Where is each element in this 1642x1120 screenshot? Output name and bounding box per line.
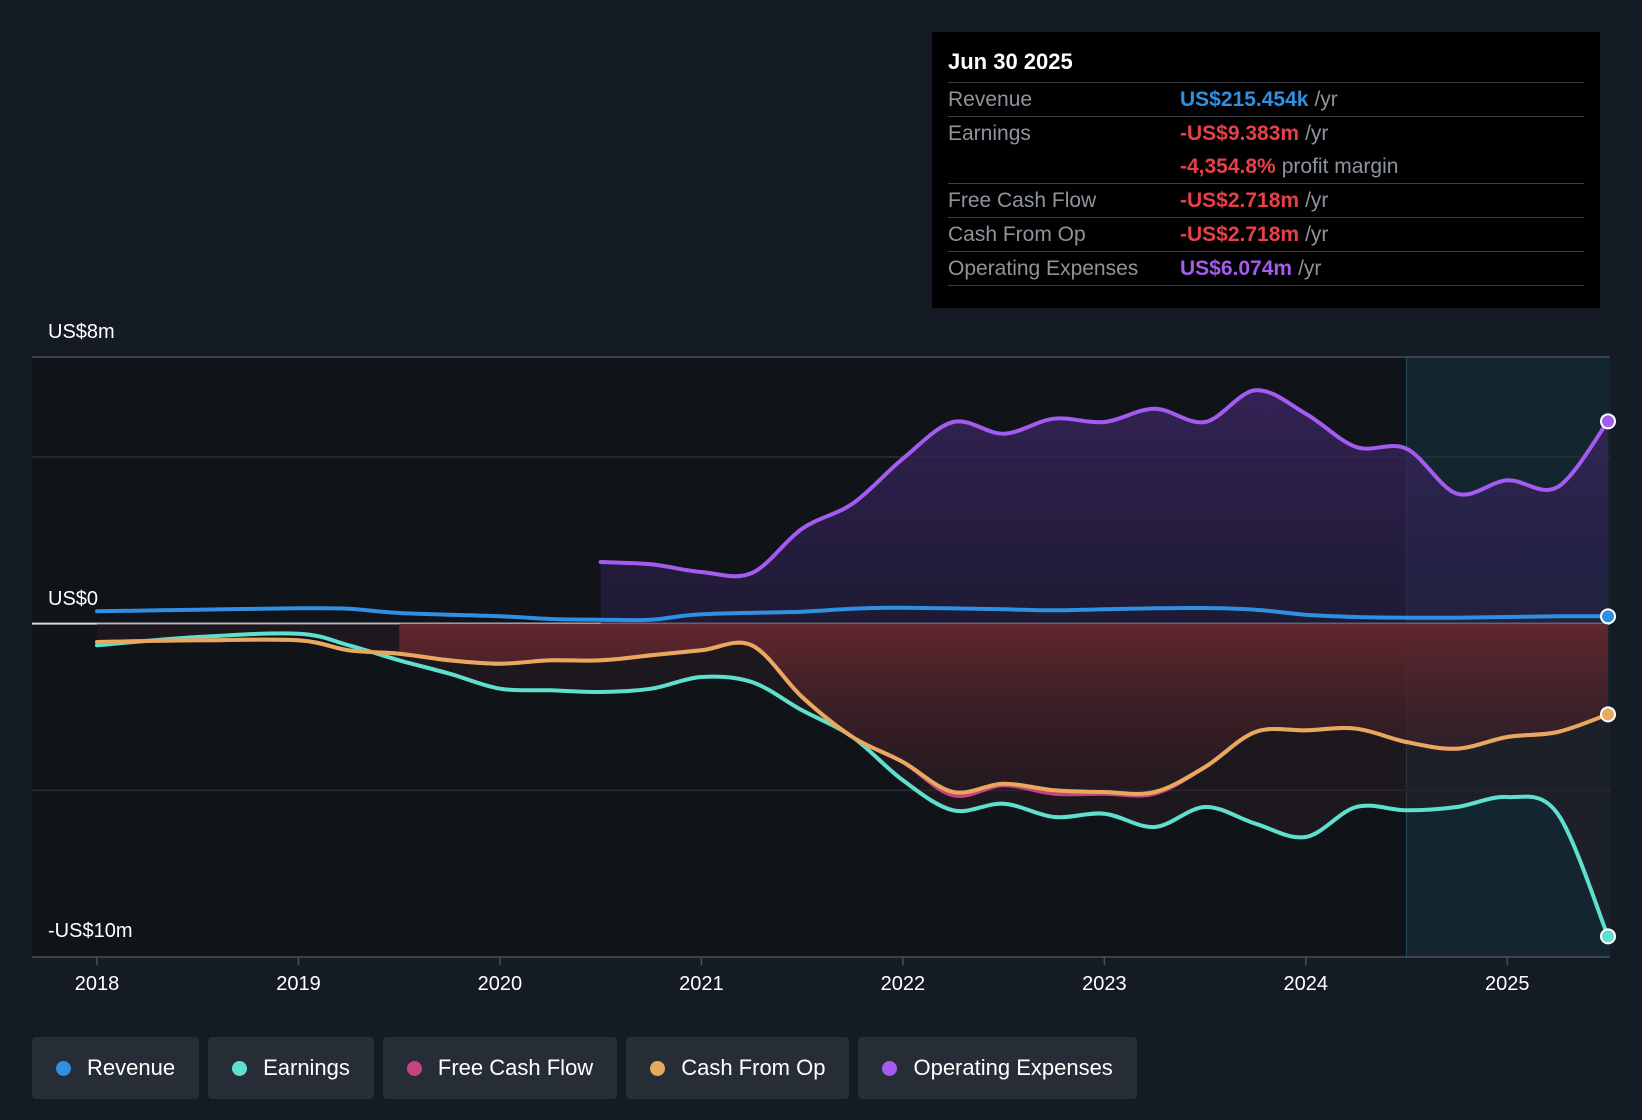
legend-item-revenue[interactable]: Revenue [32, 1037, 200, 1099]
earnings-line [95, 631, 1610, 939]
tooltip-row-free-cash-flow: Free Cash Flow -US$2.718m /yr [948, 184, 1584, 218]
operating-expenses-dot-icon [882, 1060, 898, 1076]
x-tick-label: 2018 [75, 973, 120, 995]
operating-expenses-line [598, 388, 1610, 579]
cash-from-op-line [95, 637, 1610, 796]
x-tick-label: 2020 [478, 973, 523, 995]
tooltip-value: -4,354.8% [1180, 155, 1276, 178]
tooltip-value: -US$9.383m [1180, 122, 1300, 145]
earnings-area [97, 623, 1608, 937]
tooltip-row-cash-from-op: Cash From Op -US$2.718m /yr [948, 218, 1584, 252]
tooltip-value: -US$2.718m [1180, 189, 1300, 212]
tooltip-row-profit-margin: -4,354.8% profit margin [948, 150, 1584, 184]
tooltip-unit: profit margin [1281, 155, 1399, 178]
tooltip-value: -US$2.718m [1180, 223, 1300, 246]
cash-from-op-dot-icon [650, 1060, 666, 1076]
legend-label: Revenue [87, 1055, 176, 1080]
free-cash-flow-dot-icon [406, 1060, 422, 1076]
revenue-dot-icon [56, 1060, 71, 1076]
revenue-end-marker [1600, 608, 1616, 625]
earnings-end-marker [1600, 928, 1616, 945]
tooltip-value: US$6.074m [1180, 257, 1293, 280]
tooltip-label [948, 150, 1180, 183]
tooltip-row-revenue: Revenue US$215.454k /yr [948, 83, 1584, 116]
tooltip-unit: /yr [1314, 88, 1338, 111]
tooltip-label: Cash From Op [948, 223, 1086, 246]
tooltip-label: Operating Expenses [948, 257, 1139, 280]
legend-item-operating-expenses[interactable]: Operating Expenses [858, 1037, 1137, 1099]
x-tick-label: 2025 [1485, 973, 1530, 995]
tooltip-row-operating-expenses: Operating Expenses US$6.074m /yr [948, 252, 1584, 286]
chart-legend: Revenue Earnings Free Cash Flow Cash Fro… [32, 1037, 1137, 1099]
y-label-top: US$8m [48, 321, 115, 343]
revenue-line [95, 605, 1610, 623]
data-tooltip: Jun 30 2025 Revenue US$215.454k /yr Earn… [932, 32, 1600, 308]
earnings-dot-icon [232, 1060, 248, 1076]
operating-expenses-end-marker [1600, 413, 1616, 430]
y-label-bottom: -US$10m [48, 920, 133, 942]
x-tick-label: 2023 [1082, 973, 1127, 995]
y-label-zero: US$0 [48, 588, 99, 610]
legend-item-cash-from-op[interactable]: Cash From Op [626, 1037, 850, 1099]
legend-item-earnings[interactable]: Earnings [208, 1037, 374, 1099]
x-tick-label: 2021 [679, 973, 724, 995]
x-tick-label: 2024 [1284, 973, 1329, 995]
tooltip-date: Jun 30 2025 [948, 46, 1584, 83]
legend-label: Earnings [263, 1055, 350, 1080]
cash-from-op-end-marker [1600, 706, 1616, 723]
legend-label: Free Cash Flow [437, 1055, 594, 1080]
tooltip-label: Revenue [948, 88, 1033, 111]
tooltip-label: Free Cash Flow [948, 189, 1097, 212]
x-tick-label: 2022 [881, 973, 926, 995]
tooltip-unit: /yr [1305, 122, 1329, 145]
tooltip-value: US$215.454k [1180, 88, 1309, 111]
legend-label: Operating Expenses [913, 1055, 1113, 1080]
tooltip-unit: /yr [1305, 223, 1329, 246]
tooltip-label: Earnings [948, 122, 1031, 145]
x-tick-label: 2019 [276, 973, 321, 995]
tooltip-unit: /yr [1298, 257, 1322, 280]
legend-label: Cash From Op [681, 1055, 826, 1080]
tooltip-unit: /yr [1305, 189, 1329, 212]
tooltip-row-earnings: Earnings -US$9.383m /yr [948, 117, 1584, 150]
legend-item-free-cash-flow[interactable]: Free Cash Flow [382, 1037, 618, 1099]
